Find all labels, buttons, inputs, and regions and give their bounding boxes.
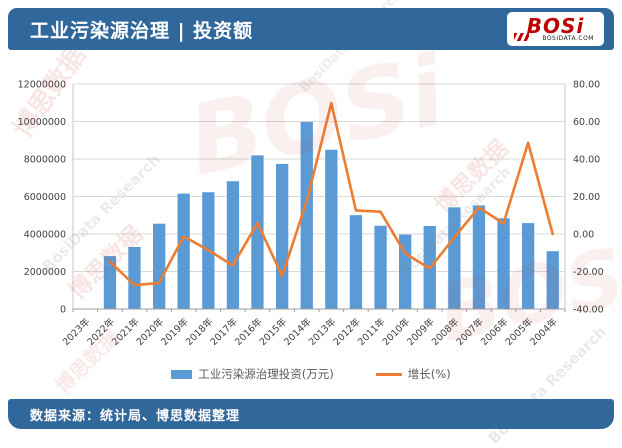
legend-item-growth: 增长(%)	[375, 366, 451, 382]
left-axis-label: 6000000	[24, 192, 66, 203]
chart-legend: 工业污染源治理投资(万元) 增长(%)	[0, 366, 622, 382]
bar	[374, 225, 387, 309]
right-axis-label: 80.00	[573, 80, 600, 91]
left-axis-label: 8000000	[24, 155, 66, 166]
bar	[251, 155, 264, 309]
bar	[448, 207, 461, 309]
bar	[522, 223, 535, 309]
logo-wordmark: BOSi	[526, 13, 585, 38]
bar	[472, 205, 486, 309]
right-axis-label: 40.00	[573, 155, 600, 166]
legend-line-swatch-icon	[375, 372, 402, 376]
bar	[497, 218, 510, 309]
legend-label-investment: 工业污染源治理投资(万元)	[198, 367, 334, 381]
growth-line	[108, 101, 555, 287]
left-axis-label: 0	[60, 305, 66, 316]
logo-stripes-icon	[514, 33, 529, 41]
bar	[349, 215, 363, 309]
bar	[177, 193, 190, 309]
bar	[128, 247, 141, 309]
legend-bar-swatch-icon	[171, 369, 193, 379]
legend-item-investment: 工业污染源治理投资(万元)	[171, 366, 334, 382]
legend-label-growth: 增长(%)	[407, 367, 451, 381]
logo-domain: BOSIDATA.COM	[542, 34, 594, 42]
right-axis-label: 0.00	[573, 230, 594, 241]
bar	[325, 149, 338, 309]
left-axis-label: 4000000	[24, 230, 66, 241]
bar	[300, 121, 313, 310]
bosi-logo: BOSi BOSIDATA.COM	[507, 12, 604, 46]
right-axis-label: 20.00	[573, 192, 600, 203]
left-axis-label: 2000000	[24, 267, 66, 278]
investment-chart: 0 -40.00 2000000 -20.00 4000000 0.00 6000000 20…	[18, 80, 604, 348]
x-axis-label: 2004年	[528, 315, 561, 348]
header-bar: 工业污染源治理 | 投资额 BOSi BOSIDATA.COM	[8, 8, 614, 50]
left-axis-label: 10000000	[18, 117, 66, 128]
bar	[399, 234, 412, 309]
bar	[153, 223, 166, 309]
data-source-text: 数据来源：统计局、博思数据整理	[30, 408, 241, 424]
bar	[226, 181, 240, 309]
footer-bar: 数据来源：统计局、博思数据整理	[8, 399, 614, 429]
bar	[103, 256, 117, 309]
right-axis-label: -20.00	[573, 267, 604, 278]
right-axis-label: 60.00	[573, 117, 600, 128]
left-axis-label: 12000000	[18, 80, 66, 91]
page-title: 工业污染源治理 | 投资额	[30, 19, 254, 42]
bar	[546, 251, 559, 309]
right-axis-label: -40.00	[573, 305, 604, 316]
bar	[276, 163, 289, 309]
chart-area: 0 -40.00 2000000 -20.00 4000000 0.00 6000000 20…	[0, 50, 622, 399]
